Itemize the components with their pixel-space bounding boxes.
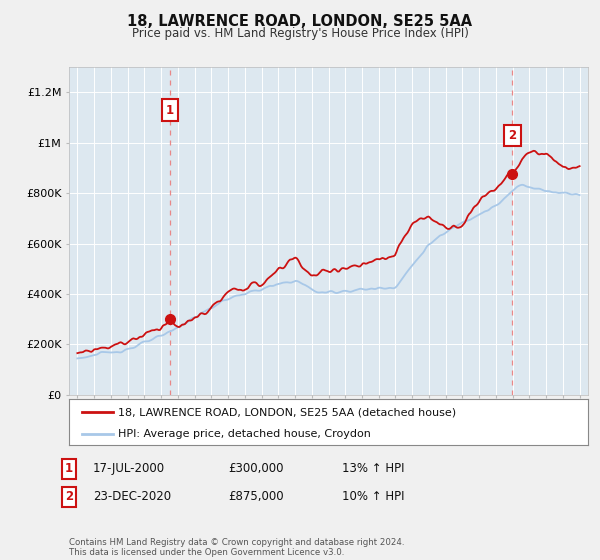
Text: 2: 2	[65, 490, 73, 503]
Text: Contains HM Land Registry data © Crown copyright and database right 2024.
This d: Contains HM Land Registry data © Crown c…	[69, 538, 404, 557]
Text: 1: 1	[166, 104, 174, 116]
Text: 18, LAWRENCE ROAD, LONDON, SE25 5AA (detached house): 18, LAWRENCE ROAD, LONDON, SE25 5AA (det…	[118, 407, 457, 417]
Text: £300,000: £300,000	[228, 462, 284, 475]
Text: 1: 1	[65, 462, 73, 475]
Text: 18, LAWRENCE ROAD, LONDON, SE25 5AA: 18, LAWRENCE ROAD, LONDON, SE25 5AA	[127, 14, 473, 29]
Text: £875,000: £875,000	[228, 490, 284, 503]
Text: 17-JUL-2000: 17-JUL-2000	[93, 462, 165, 475]
Text: 2: 2	[508, 129, 517, 142]
Text: 10% ↑ HPI: 10% ↑ HPI	[342, 490, 404, 503]
Text: HPI: Average price, detached house, Croydon: HPI: Average price, detached house, Croy…	[118, 429, 371, 438]
Text: 23-DEC-2020: 23-DEC-2020	[93, 490, 171, 503]
Text: 13% ↑ HPI: 13% ↑ HPI	[342, 462, 404, 475]
Text: Price paid vs. HM Land Registry's House Price Index (HPI): Price paid vs. HM Land Registry's House …	[131, 27, 469, 40]
